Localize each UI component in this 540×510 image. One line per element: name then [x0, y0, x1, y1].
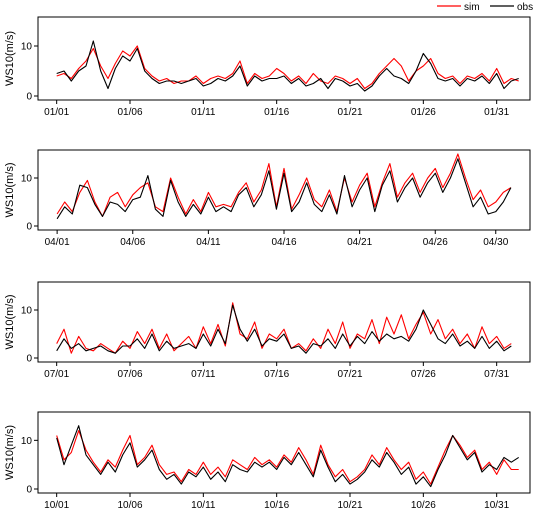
x-tick-label: 01/31 [484, 107, 509, 118]
x-tick-label: 01/16 [264, 107, 289, 118]
y-tick-label: 0 [26, 485, 32, 496]
x-tick-label: 04/06 [120, 237, 145, 248]
panel-2: 0 10 WS10(m/s) 04/01 04/06 04/11 04/16 04/21 04/… [4, 149, 531, 248]
x-tick-label: 04/16 [271, 237, 296, 248]
series-line-obs [56, 158, 512, 220]
x-tick-label: 10/01 [44, 500, 69, 510]
x-tick-label: 01/01 [44, 107, 69, 118]
series-line-sim [56, 153, 512, 217]
x-tick-label: 04/01 [45, 237, 70, 248]
x-tick-label: 07/31 [484, 369, 509, 380]
x-tick-label: 10/16 [264, 500, 289, 510]
x-tick-label: 10/06 [117, 500, 142, 510]
y-tick-label: 10 [21, 436, 33, 447]
y-tick-label: 0 [26, 354, 32, 365]
legend: sim obs [437, 2, 533, 13]
x-tick-label: 07/06 [117, 369, 142, 380]
plot-frame [37, 16, 531, 101]
x-tick-label: 10/21 [337, 500, 362, 510]
x-tick-label: 07/21 [337, 369, 362, 380]
legend-label-obs: obs [517, 2, 533, 13]
y-tick-label: 10 [21, 42, 33, 53]
y-tick-label: 0 [26, 92, 32, 103]
y-axis-label: WS10(m/s) [4, 163, 16, 218]
y-axis-label: WS10(m/s) [4, 425, 16, 480]
x-tick-label: 01/11 [191, 107, 216, 118]
x-tick-label: 01/21 [337, 107, 362, 118]
plot-frame [37, 411, 531, 494]
y-axis-label: WS10(m/s) [4, 31, 16, 86]
panel-3: 0 10 WS10(m/s) 07/01 07/06 07/11 07/16 07/21 07/… [4, 281, 531, 380]
series-line-sim [56, 302, 512, 354]
y-tick-label: 0 [26, 222, 32, 233]
plot-frame [37, 281, 531, 363]
series-line-sim [56, 45, 519, 90]
x-tick-label: 07/26 [411, 369, 436, 380]
y-tick-label: 10 [21, 306, 33, 317]
y-tick-label: 10 [21, 174, 33, 185]
legend-label-sim: sim [464, 2, 480, 13]
x-tick-label: 04/11 [196, 237, 221, 248]
x-tick-label: 04/30 [483, 237, 508, 248]
x-tick-label: 07/16 [264, 369, 289, 380]
x-tick-label: 07/01 [44, 369, 69, 380]
series-line-obs [56, 304, 512, 354]
series-line-sim [56, 430, 519, 485]
panel-1: 0 10 WS10(m/s) 01/01 01/06 01/11 01/16 01/21 01/… [4, 16, 531, 118]
panel-4: 0 10 WS10(m/s) 10/01 10/06 10/11 10/16 10/21 10/… [4, 411, 531, 510]
y-axis-label: WS10(m/s) [4, 295, 16, 350]
x-tick-label: 07/11 [191, 369, 216, 380]
x-tick-label: 10/31 [484, 500, 509, 510]
series-line-obs [56, 40, 519, 92]
x-tick-label: 10/11 [191, 500, 216, 510]
x-tick-label: 01/06 [117, 107, 142, 118]
panels: 0 10 WS10(m/s) 01/01 01/06 01/11 01/16 01/21 01/… [4, 16, 531, 510]
x-tick-label: 04/21 [347, 237, 372, 248]
x-tick-label: 04/26 [423, 237, 448, 248]
series-line-obs [56, 425, 519, 488]
x-tick-label: 10/26 [411, 500, 436, 510]
x-tick-label: 01/26 [411, 107, 436, 118]
